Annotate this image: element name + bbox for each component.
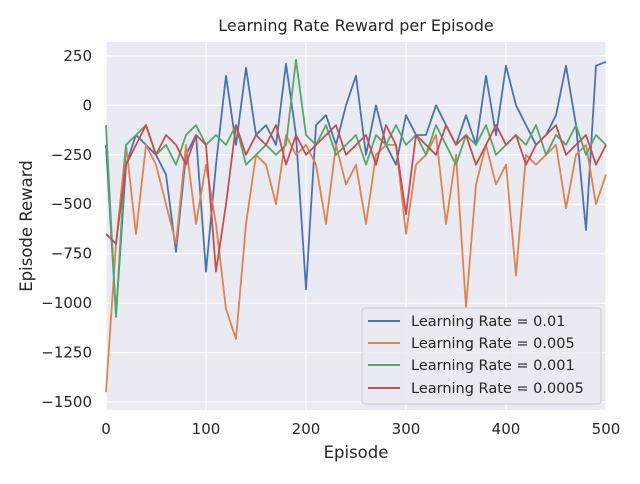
y-axis-label: Episode Reward [17,160,36,292]
y-tick-label: −1250 [41,344,92,362]
y-tick-label: 250 [63,47,92,65]
legend-label-lr-0-005: Learning Rate = 0.005 [411,336,575,352]
y-tick-label: −250 [51,146,92,164]
series-line-0 [105,60,607,316]
series-line-1 [105,134,607,393]
x-tick-label: 0 [101,420,111,438]
y-tick-label: −1500 [41,393,92,411]
y-tick-label: −750 [51,245,92,263]
legend-label-lr-0-01: Learning Rate = 0.01 [411,314,565,330]
y-tick-label: −1000 [41,294,92,312]
x-tick-label: 400 [492,420,521,438]
series-line-2 [105,58,607,318]
x-tick-label: 100 [192,420,221,438]
legend-label-lr-0-0005: Learning Rate = 0.0005 [411,381,584,397]
x-tick-label: 200 [292,420,321,438]
legend-label-lr-0-001: Learning Rate = 0.001 [411,358,575,374]
y-tick-label: −500 [51,195,92,213]
y-tick-label: 0 [82,96,92,114]
tick-labels: 0 100 200 300 400 500 250 0 −250 −500 −750 −1000 −12… [41,47,620,438]
legend-box [361,307,602,405]
x-axis-label: Episode [324,443,389,462]
x-tick-label: 300 [392,420,421,438]
legend: Learning Rate = 0.01 Learning Rate = 0.0… [361,307,602,405]
x-tick-label: 500 [592,420,621,438]
chart-title: Learning Rate Reward per Episode [218,16,494,35]
series-lines [105,58,607,393]
series-line-3 [105,124,607,273]
